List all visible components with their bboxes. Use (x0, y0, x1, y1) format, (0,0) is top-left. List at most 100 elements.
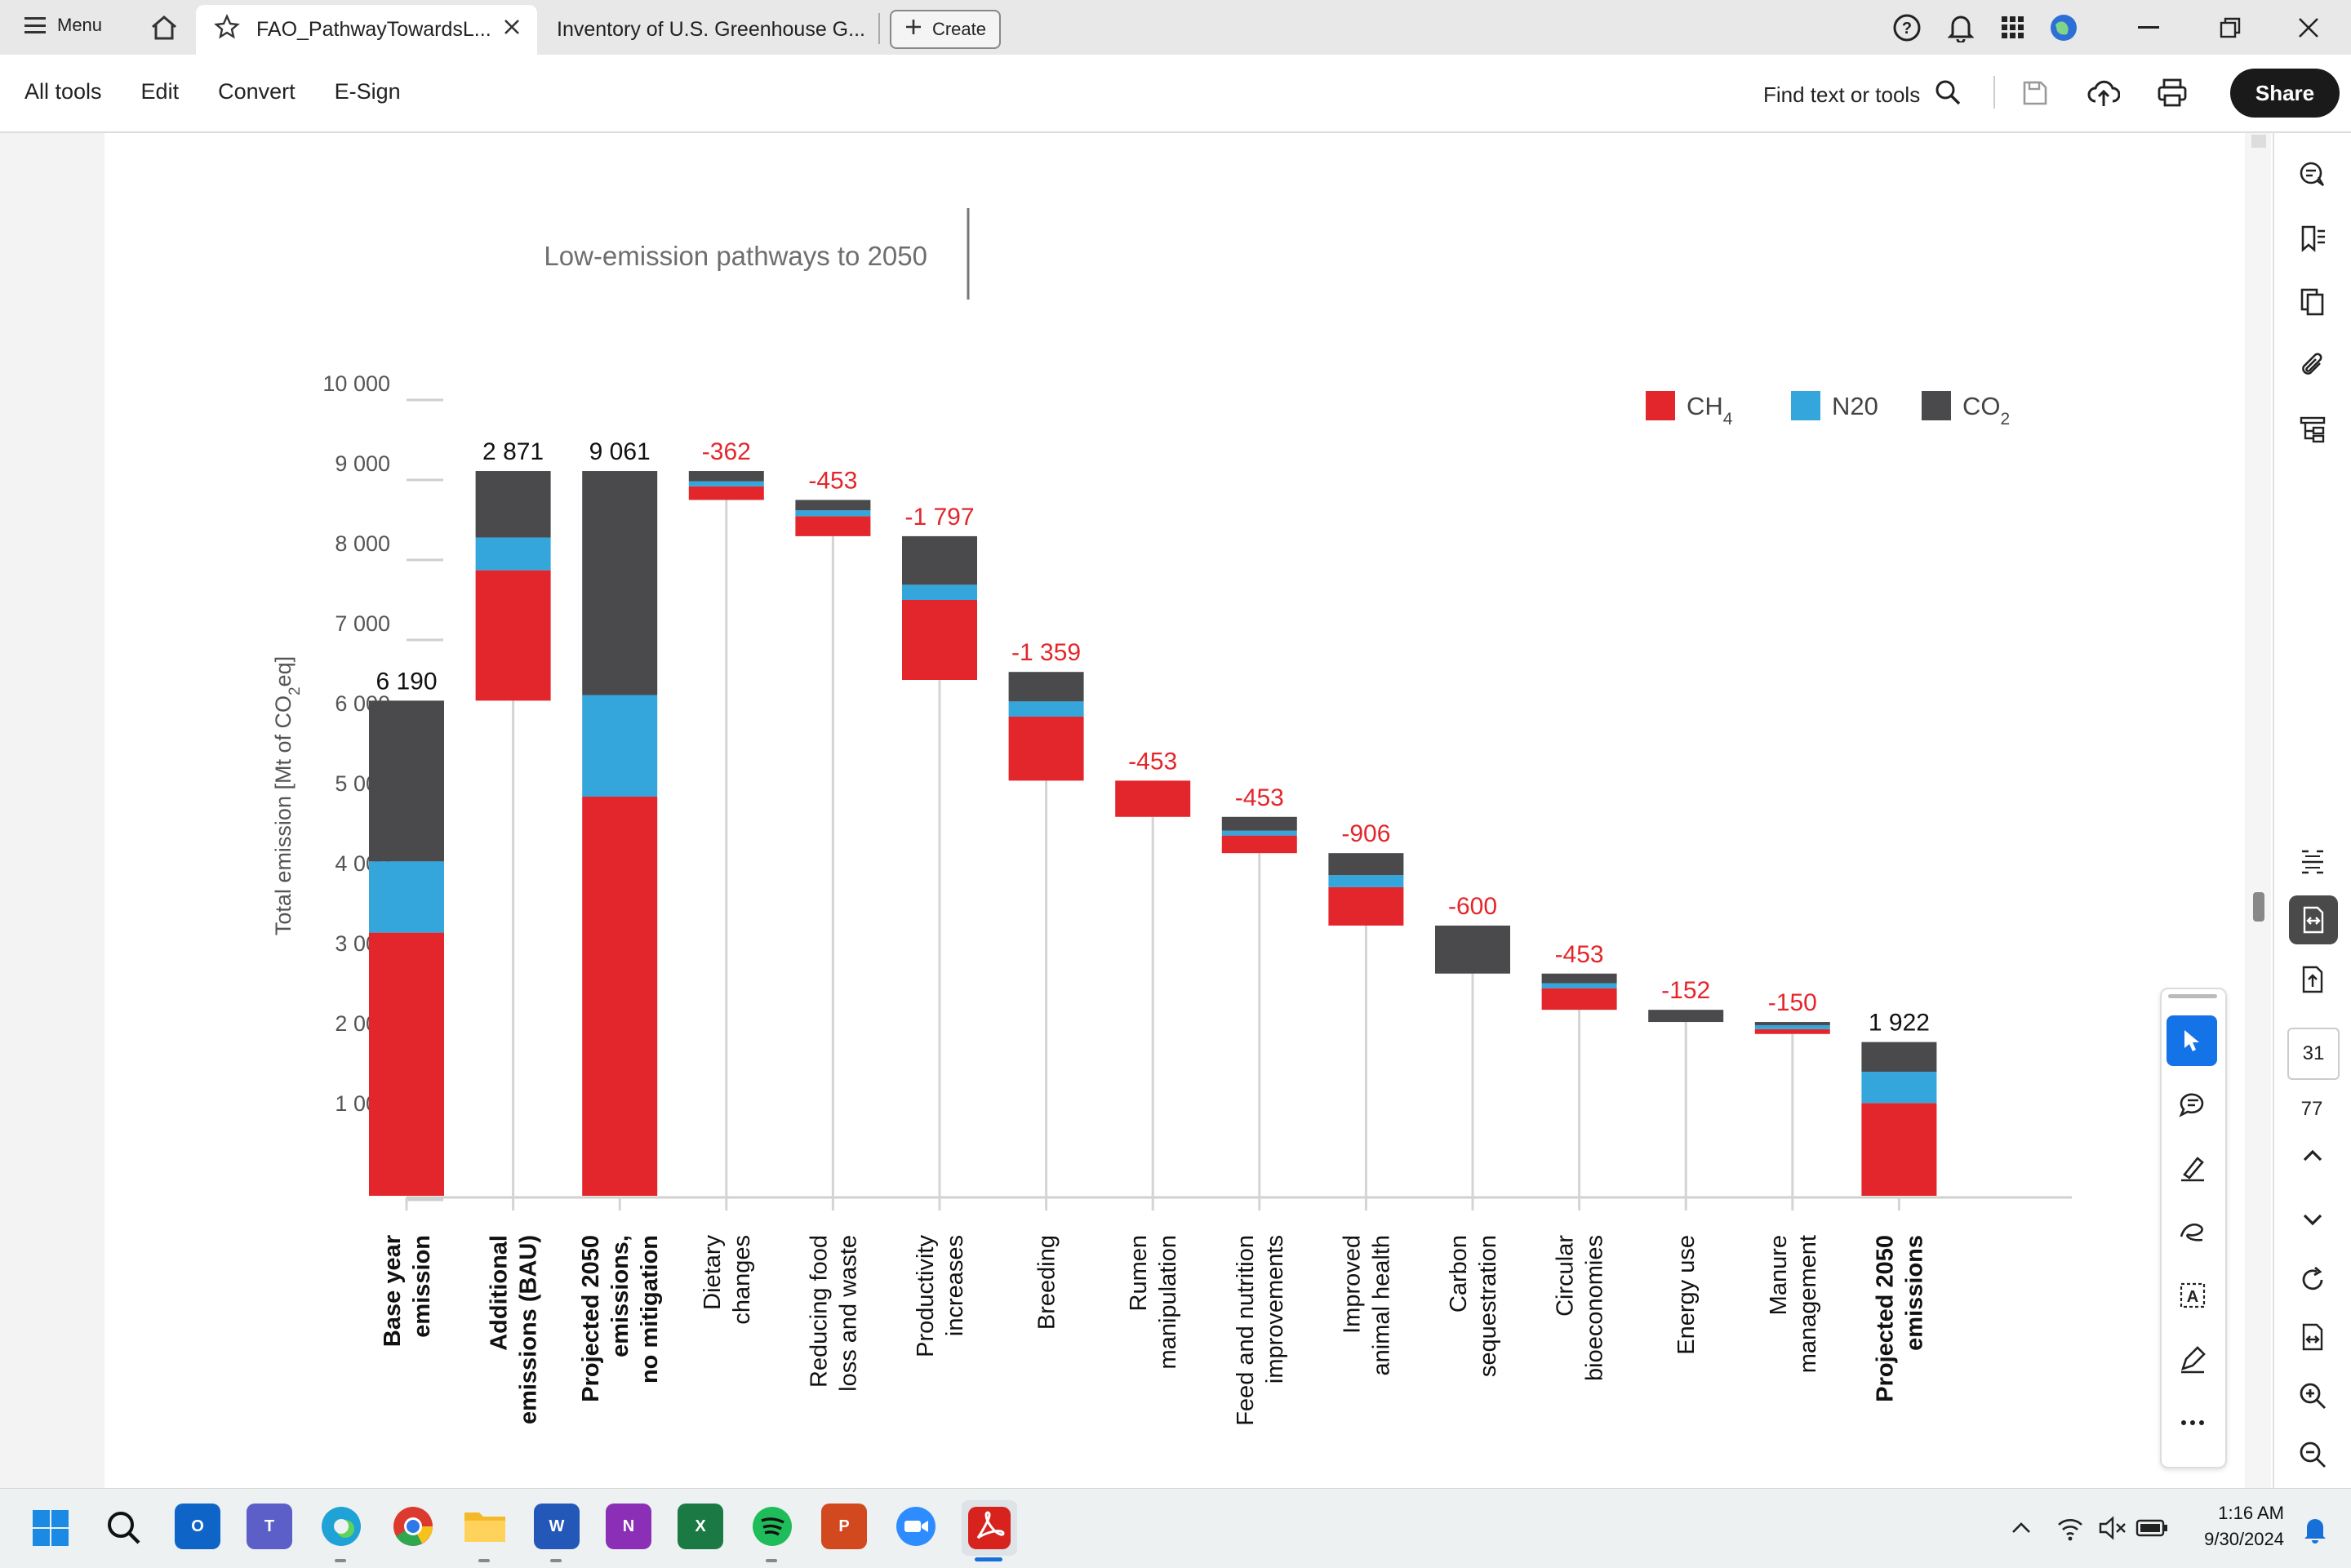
excel-icon[interactable]: X (678, 1504, 723, 1549)
comment-icon[interactable] (2295, 158, 2330, 192)
speaker-muted-icon[interactable] (2096, 1512, 2129, 1544)
zoom-in-icon[interactable] (2295, 1379, 2330, 1413)
next-page-icon[interactable] (2295, 1202, 2330, 1237)
data-label: -600 (1448, 893, 1497, 920)
file-explorer-icon[interactable] (462, 1505, 508, 1548)
bar-segment-ch4 (369, 932, 444, 1196)
teams-icon[interactable]: T (247, 1504, 292, 1549)
previous-page-icon[interactable] (2295, 1139, 2330, 1173)
x-category-line: sequestration (1475, 1235, 1501, 1377)
menu-button[interactable]: Menu (24, 15, 102, 36)
organize-pages-icon[interactable] (2289, 895, 2338, 944)
restore-window-icon[interactable] (2214, 11, 2247, 44)
cloud-upload-icon[interactable] (2087, 76, 2121, 110)
close-tab-icon[interactable] (503, 18, 521, 42)
notification-bell-icon[interactable] (1944, 11, 1977, 44)
word-icon[interactable]: W (534, 1504, 580, 1549)
bar-segment-n2o (1861, 1072, 1937, 1104)
bar-segment-n2o (369, 861, 444, 933)
export-pdf-icon[interactable] (2295, 962, 2330, 997)
find-text-tools[interactable]: Find text or tools (1763, 79, 1961, 111)
plus-icon (904, 18, 922, 41)
browser-tab-bar: Menu FAO_PathwayTowardsL... Inventory of… (0, 0, 2351, 55)
create-button[interactable]: Create (890, 10, 1001, 49)
chart-legend: CH4 N20 CO2 (1646, 391, 2010, 429)
bar-segment-n2o (1754, 1024, 1830, 1029)
scan-ocr-icon[interactable] (2295, 845, 2330, 879)
battery-icon[interactable] (2134, 1512, 2170, 1544)
tab-title: FAO_PathwayTowardsL... (256, 18, 491, 41)
attachment-icon[interactable] (2295, 349, 2330, 383)
user-avatar[interactable] (2047, 11, 2080, 44)
help-icon[interactable]: ? (1891, 11, 1923, 44)
chrome-browser-icon[interactable] (390, 1504, 436, 1549)
scroll-up-arrow[interactable] (2251, 135, 2266, 148)
sign-pen-icon[interactable] (2173, 1340, 2212, 1378)
taskbar-search-icon[interactable] (103, 1507, 145, 1549)
bar-segment-n2o (795, 510, 871, 517)
more-options-icon[interactable] (2173, 1404, 2212, 1441)
windows-taskbar: O T W N X P 1:16 AM 9/30/2024 (0, 1488, 2351, 1568)
palette-drag-handle[interactable] (2168, 994, 2217, 998)
x-category-line: Reducing food (806, 1235, 832, 1388)
save-icon[interactable] (2018, 76, 2052, 110)
all-tools-menu[interactable]: All tools (24, 79, 102, 104)
zoom-out-icon[interactable] (2295, 1437, 2330, 1472)
data-label: -362 (702, 438, 751, 465)
e-sign-menu[interactable]: E-Sign (334, 79, 401, 104)
bar-segment-n2o (1221, 830, 1297, 836)
clock-date: 9/30/2024 (2204, 1529, 2284, 1549)
bar-segment-ch4 (1328, 886, 1404, 926)
wifi-icon[interactable] (2054, 1512, 2087, 1544)
bookmark-icon[interactable] (2295, 221, 2330, 255)
current-page-input[interactable]: 31 (2287, 1028, 2340, 1080)
x-category-label: Base year emission (380, 1235, 435, 1347)
powerpoint-icon[interactable]: P (821, 1504, 867, 1549)
freehand-draw-icon[interactable] (2173, 1213, 2212, 1250)
show-hidden-icons-chevron-icon[interactable] (2007, 1513, 2036, 1543)
active-app-indicator (975, 1557, 1002, 1561)
structure-tree-icon[interactable] (2295, 412, 2330, 446)
x-category-line: Productivity (913, 1235, 939, 1357)
x-category-line: management (1795, 1235, 1821, 1373)
bar-segment-co2 (1435, 925, 1510, 974)
select-cursor-icon[interactable] (2167, 1015, 2217, 1066)
scrollbar-thumb[interactable] (2253, 892, 2264, 922)
running-indicator-word (550, 1559, 562, 1562)
tab-inventory-document[interactable]: Inventory of U.S. Greenhouse G... (557, 5, 875, 55)
legend-swatch (1646, 391, 1675, 420)
convert-menu[interactable]: Convert (218, 79, 296, 104)
page-fit-icon[interactable] (2295, 1320, 2330, 1354)
apps-grid-icon[interactable] (1998, 13, 2028, 42)
acrobat-taskbar-icon[interactable] (962, 1500, 1017, 1556)
edit-menu[interactable]: Edit (140, 79, 180, 104)
spotify-icon[interactable] (749, 1504, 795, 1549)
text-box-icon[interactable]: A (2173, 1277, 2212, 1314)
rotate-icon[interactable] (2295, 1263, 2330, 1297)
print-icon[interactable] (2155, 76, 2189, 110)
edge-browser-icon[interactable] (318, 1504, 364, 1549)
home-icon[interactable] (147, 11, 181, 44)
windows-start-icon[interactable] (29, 1507, 72, 1549)
bar-segment-co2 (1221, 816, 1297, 831)
share-button[interactable]: Share (2230, 69, 2340, 118)
vertical-scrollbar[interactable] (2247, 133, 2271, 1488)
highlight-pen-icon[interactable] (2173, 1149, 2212, 1187)
pages-icon[interactable] (2295, 285, 2330, 319)
bar-segment-n2o (902, 584, 977, 600)
outlook-icon[interactable]: O (175, 1504, 220, 1549)
tab-active-document[interactable]: FAO_PathwayTowardsL... (196, 5, 537, 55)
onenote-icon[interactable]: N (606, 1504, 651, 1549)
x-category-line: Breeding (1034, 1235, 1060, 1330)
add-comment-icon[interactable] (2173, 1086, 2212, 1123)
bar-segment-co2 (1861, 1042, 1937, 1073)
close-window-icon[interactable] (2292, 11, 2325, 44)
x-category-line: loss and waste (835, 1235, 861, 1392)
x-category-line: Dietary (700, 1235, 726, 1310)
minimize-icon[interactable] (2132, 11, 2165, 44)
clock[interactable]: 1:16 AM 9/30/2024 (2181, 1500, 2284, 1552)
star-icon[interactable] (214, 14, 240, 46)
zoom-app-icon[interactable] (893, 1504, 939, 1549)
data-label: -150 (1768, 989, 1817, 1016)
notification-center-icon[interactable] (2299, 1513, 2331, 1546)
